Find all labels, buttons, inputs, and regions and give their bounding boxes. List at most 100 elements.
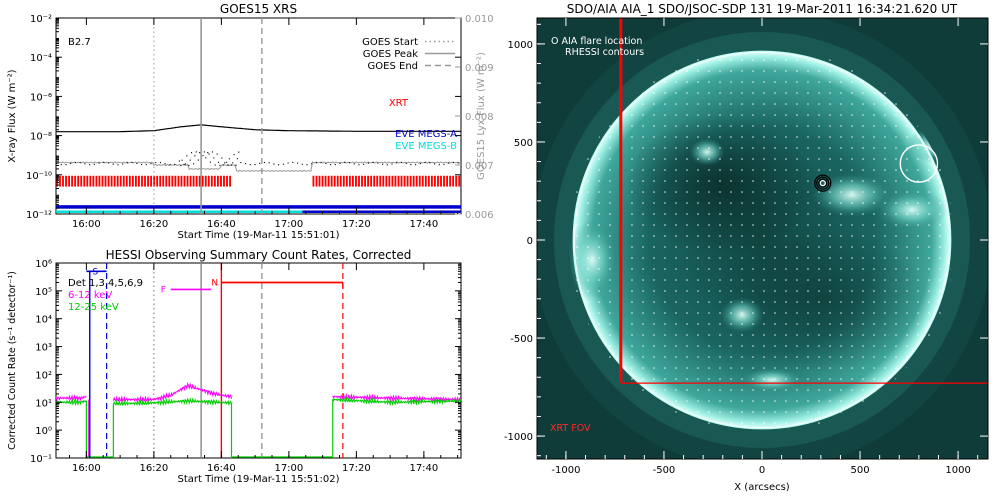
xrt-coverage-tick xyxy=(168,175,171,187)
xrt-coverage-tick xyxy=(342,175,345,187)
xrt-coverage-tick xyxy=(339,175,342,187)
goes-x-tick-label: 16:00 xyxy=(72,219,101,230)
xrt-coverage-tick xyxy=(89,175,92,187)
eve-megs-a-bar xyxy=(56,205,461,209)
xrt-coverage-tick xyxy=(183,175,186,187)
goes-short-dot xyxy=(278,164,280,166)
goes-short-dot xyxy=(98,162,100,164)
goes-y-tick-label: 10⁻¹⁰ xyxy=(26,171,52,182)
goes-legend-label: GOES Start xyxy=(362,37,418,48)
goes-short-dot xyxy=(159,162,162,164)
disk-dot-grid xyxy=(573,51,951,429)
goes-short-dot xyxy=(396,162,398,164)
rhessi-contour xyxy=(814,174,832,192)
aia-legend-rhessi-contours: RHESSI contours xyxy=(565,47,644,58)
goes-short-dot xyxy=(214,164,216,166)
goes-short-dot xyxy=(358,164,360,166)
goes-xrs-panel: GOES15 XRS 10⁻² 10⁻⁴ 10⁻⁶ 10⁻⁸ 10⁻¹⁰ 10⁻¹² 0.01… xyxy=(7,2,494,241)
goes-short-dot xyxy=(391,163,393,165)
xrt-coverage-tick xyxy=(229,175,231,187)
goes-short-dot xyxy=(126,162,128,164)
aia-y-tick-label: 1000 xyxy=(508,40,533,51)
goes-short-dot xyxy=(282,163,284,165)
hessi-x-axis-label: Start Time (19-Mar-11 15:51:02) xyxy=(177,474,339,485)
xrt-coverage-tick xyxy=(122,175,125,187)
xrt-coverage-tick xyxy=(446,175,449,187)
xrt-coverage-tick xyxy=(71,175,74,187)
goes-short-dot xyxy=(131,161,133,164)
goes-short-dot xyxy=(249,164,251,166)
hessi-y-tick-label: 10⁴ xyxy=(35,315,52,326)
xrt-coverage-tick xyxy=(162,175,165,187)
goes-y-tick-label: 10⁻⁸ xyxy=(30,132,52,143)
hessi-saa-marker: S xyxy=(92,267,98,277)
aia-image xyxy=(537,18,988,459)
xrt-coverage-tick xyxy=(95,175,98,187)
aia-legend-flare-location: O AIA flare location xyxy=(551,36,642,47)
goes-short-dot xyxy=(382,163,384,165)
goes-short-dot xyxy=(219,164,221,166)
xrt-coverage-tick xyxy=(62,175,64,187)
xrt-coverage-tick xyxy=(330,175,333,187)
xrt-coverage-tick xyxy=(83,175,86,187)
xrt-coverage-tick xyxy=(92,175,95,187)
goes-short-dot xyxy=(216,153,218,155)
goes-short-dot xyxy=(211,151,214,153)
goes-short-dot xyxy=(79,162,81,164)
aia-y-tick-label: 0 xyxy=(527,236,533,247)
xrt-coverage-tick xyxy=(452,175,455,187)
xrt-coverage-tick xyxy=(415,175,418,187)
goes-y2-axis-label: GOES15 Lyx Flux (W m⁻²) xyxy=(476,52,487,180)
xrt-coverage-tick xyxy=(358,175,360,187)
xrt-coverage-tick xyxy=(455,175,458,187)
goes-short-dot xyxy=(226,161,228,163)
goes-short-dot xyxy=(150,163,152,165)
goes-short-dot xyxy=(372,161,374,163)
rhessi-contour xyxy=(818,178,828,188)
xrt-coverage-tick xyxy=(125,175,128,187)
goes-legend-label: GOES Peak xyxy=(363,49,418,60)
goes-y-tick-label: 10⁻² xyxy=(30,14,52,25)
goes-short-dot xyxy=(240,162,242,164)
xrt-coverage-tick xyxy=(315,175,318,187)
xrt-coverage-tick xyxy=(119,175,122,187)
aia-x-tick-label: 500 xyxy=(850,465,869,476)
xrt-coverage-tick xyxy=(324,175,327,187)
goes-short-dot xyxy=(311,163,313,165)
eve-megs-a-label: EVE MEGS-A xyxy=(395,129,457,140)
goes-plot-area xyxy=(56,124,461,213)
aia-title: SDO/AIA AIA_1 SDO/JSOC-SDP 131 19-Mar-20… xyxy=(567,2,958,16)
goes-short-dot xyxy=(122,163,124,165)
goes-short-dot xyxy=(315,162,317,164)
xrt-coverage-tick xyxy=(174,175,177,187)
lyx-flux-line xyxy=(56,161,461,173)
hessi-legend-label: Det 1,3,4,5,6,9 xyxy=(68,278,143,289)
aia-x-tick-label: 1000 xyxy=(945,465,970,476)
goes-short-dot xyxy=(136,162,138,164)
goes-flare-class: B2.7 xyxy=(68,37,91,48)
xrt-coverage-tick xyxy=(213,175,216,187)
xrt-coverage-tick xyxy=(336,175,339,187)
xrt-coverage-tick xyxy=(138,175,140,187)
goes-short-dot xyxy=(112,163,114,165)
xrt-coverage-tick xyxy=(382,175,385,187)
xrt-coverage-tick xyxy=(107,175,110,187)
xrt-coverage-tick xyxy=(376,175,379,187)
goes-short-dot xyxy=(348,162,351,164)
hessi-series-12-25-kev xyxy=(332,395,461,407)
xrt-coverage-tick xyxy=(348,175,351,187)
goes-short-dot xyxy=(410,163,412,166)
goes-short-dot xyxy=(222,164,224,166)
xrt-coverage-tick xyxy=(186,175,189,187)
goes-short-dot xyxy=(235,164,237,166)
goes-short-dot xyxy=(254,163,256,166)
goes-short-dot xyxy=(93,163,95,165)
goes-y2-tick-label: 0.006 xyxy=(465,210,494,221)
xrt-coverage-tick xyxy=(86,175,89,187)
hessi-x-tick-label: 17:20 xyxy=(342,463,371,474)
goes-short-dot xyxy=(181,159,183,161)
hessi-x-tick-label: 16:00 xyxy=(72,463,101,474)
goes-short-dot xyxy=(296,162,299,164)
xrt-coverage-tick xyxy=(421,175,424,187)
goes-short-dot xyxy=(205,157,207,159)
